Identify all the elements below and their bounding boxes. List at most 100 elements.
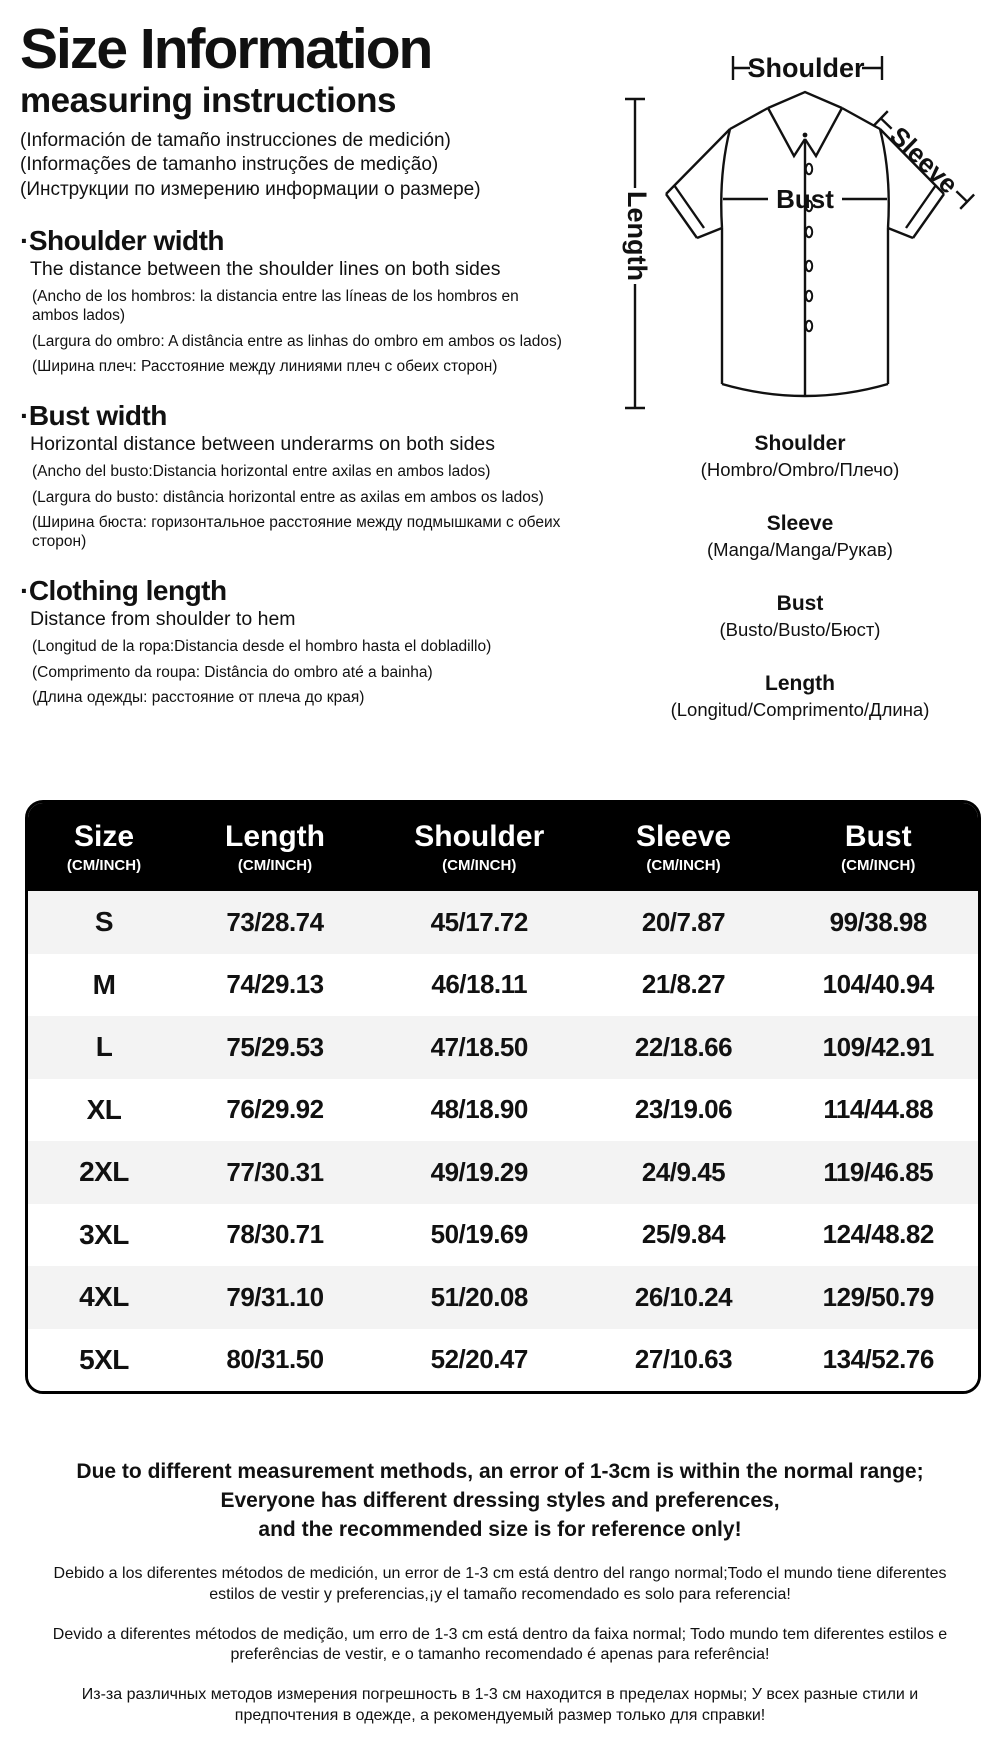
cell-length: 77/30.31 [226,1156,324,1187]
cell-sleeve: 21/8.27 [641,969,726,1000]
page-title: Size Information [20,17,433,81]
section-shoulder-width: ·Shoulder width The distance between the… [20,225,565,377]
legend-translation: (Busto/Busto/Бюст) [719,619,881,640]
cell-bust: 119/46.85 [823,1156,934,1187]
cell-sleeve: 22/18.66 [634,1031,733,1062]
section-title: ·Shoulder width [20,225,225,257]
title-translation-ru: (Инструкции по измерению информации о ра… [20,178,481,200]
length-measure-line: Length [622,97,652,410]
cell-sleeve: 24/9.45 [641,1156,726,1187]
cell-sleeve: 23/19.06 [634,1094,733,1125]
column-header-bust: Bust (CM/INCH) [779,820,979,874]
length-diagram-label: Length [622,191,652,281]
section-description: The distance between the shoulder lines … [30,258,501,281]
cell-size: L [95,1031,113,1063]
collar-button [802,132,808,138]
disclaimer-en-line3: and the recommended size is for referenc… [258,1517,742,1541]
disclaimer-es: Debido a los diferentes métodos de medic… [53,1564,947,1603]
table-row-2xl: 2XL 77/30.31 49/19.29 24/9.45 119/46.85 [28,1141,978,1204]
column-header-size: Size (CM/INCH) [28,820,180,874]
button-dots [804,162,814,333]
intro-block: Size Information measuring instructions … [20,20,565,715]
cell-shoulder: 46/18.11 [431,969,528,1000]
column-label: Bust [844,820,912,853]
column-header-shoulder: Shoulder (CM/INCH) [370,820,589,874]
section-description: Distance from shoulder to hem [30,607,296,630]
table-row-4xl: 4XL 79/31.10 51/20.08 26/10.24 129/50.79 [28,1266,978,1329]
page-subtitle: measuring instructions [20,81,397,121]
shoulder-measure-line: Shoulder [731,53,884,83]
cell-sleeve: 25/9.84 [641,1219,726,1250]
cell-shoulder: 49/19.29 [430,1156,529,1187]
translation-pt: (Largura do busto: distância horizontal … [32,488,544,506]
cell-shoulder: 45/17.72 [430,906,529,937]
disclaimer-block: Due to different measurement methods, an… [50,1458,950,1727]
bust-diagram-label: Bust [776,184,834,214]
legend-name: Length [765,672,835,695]
size-table-header: Size (CM/INCH) Length (CM/INCH) Shoulder… [28,803,978,891]
translation-ru: (Ширина плеч: Расстояние между линиями п… [32,358,498,376]
section-title: ·Bust width [20,399,167,431]
cell-size: 2XL [79,1156,129,1188]
cell-size: 4XL [79,1281,129,1313]
column-label: Shoulder [414,820,545,853]
cell-length: 73/28.74 [226,906,324,937]
cell-length: 78/30.71 [226,1219,324,1250]
cell-bust: 109/42.91 [822,1031,935,1062]
size-table-body: S 73/28.74 45/17.72 20/7.87 99/38.98 M 7… [28,891,978,1391]
cell-shoulder: 48/18.90 [430,1094,529,1125]
cell-size: 5XL [79,1343,129,1375]
legend-translation: (Longitud/Comprimento/Длина) [670,699,930,720]
title-translations: (Información de tamaño instrucciones de … [20,129,565,202]
cell-bust: 114/44.88 [823,1094,934,1125]
legend-item-shoulder: Shoulder (Hombro/Ombro/Плечо) [600,432,1000,481]
size-table: Size (CM/INCH) Length (CM/INCH) Shoulder… [25,800,981,1394]
cell-sleeve: 27/10.63 [634,1344,733,1375]
sleeve-diagram-label: Sleeve [884,121,964,200]
disclaimer-en: Due to different measurement methods, an… [50,1458,950,1545]
legend-name: Bust [776,592,824,615]
unit-label: (CM/INCH) [66,857,142,874]
bust-measure-line: Bust [723,184,887,214]
translation-es: (Ancho del busto:Distancia horizontal en… [32,463,491,481]
column-header-length: Length (CM/INCH) [180,820,370,874]
section-translations: (Ancho del busto:Distancia horizontal en… [32,463,565,551]
diagram-legend: Shoulder (Hombro/Ombro/Плечо) Sleeve (Ma… [600,432,1000,752]
unit-label: (CM/INCH) [841,857,916,874]
unit-label: (CM/INCH) [646,857,721,874]
column-label: Size [73,820,135,853]
title-translation-pt: (Informações de tamanho instruções de me… [20,154,439,176]
cell-bust: 99/38.98 [829,906,928,937]
cell-length: 76/29.92 [226,1094,324,1125]
cell-size: XL [86,1093,122,1125]
unit-label: (CM/INCH) [237,857,313,874]
table-row-5xl: 5XL 80/31.50 52/20.47 27/10.63 134/52.76 [28,1328,978,1391]
cell-shoulder: 51/20.08 [430,1281,529,1312]
section-translations: (Longitud de la ropa:Distancia desde el … [32,638,565,708]
table-row-xl: XL 76/29.92 48/18.90 23/19.06 114/44.88 [28,1078,978,1141]
table-row-l: L 75/29.53 47/18.50 22/18.66 109/42.91 [28,1016,978,1079]
cell-size: 3XL [79,1218,129,1250]
legend-item-sleeve: Sleeve (Manga/Manga/Рукав) [600,512,1000,561]
translation-ru: (Ширина бюста: горизонтальное расстояние… [32,514,561,551]
cell-bust: 129/50.79 [822,1281,935,1312]
cell-bust: 134/52.76 [822,1344,935,1375]
legend-item-bust: Bust (Busto/Busto/Бюст) [600,592,1000,641]
translation-ru: (Длина одежды: расстояние от плеча до кр… [32,689,365,707]
translation-pt: (Comprimento da roupa: Distância do ombr… [32,663,433,681]
legend-name: Shoulder [754,432,846,455]
cell-bust: 124/48.82 [822,1219,935,1250]
disclaimer-en-line2: Everyone has different dressing styles a… [220,1488,780,1512]
legend-translation: (Hombro/Ombro/Плечо) [700,459,900,480]
translation-es: (Ancho de los hombros: la distancia entr… [32,288,519,325]
table-row-m: M 74/29.13 46/18.11 21/8.27 104/40.94 [28,953,978,1016]
column-label: Sleeve [635,820,732,853]
column-header-sleeve: Sleeve (CM/INCH) [589,820,779,874]
disclaimer-en-line1: Due to different measurement methods, an… [76,1460,924,1483]
cell-shoulder: 50/19.69 [430,1219,529,1250]
cell-size: M [92,968,116,1000]
section-translations: (Ancho de los hombros: la distancia entr… [32,288,565,376]
disclaimer-ru: Из-за различных методов измерения погреш… [81,1686,919,1724]
table-row-3xl: 3XL 78/30.71 50/19.69 25/9.84 124/48.82 [28,1203,978,1266]
cell-shoulder: 47/18.50 [430,1031,529,1062]
